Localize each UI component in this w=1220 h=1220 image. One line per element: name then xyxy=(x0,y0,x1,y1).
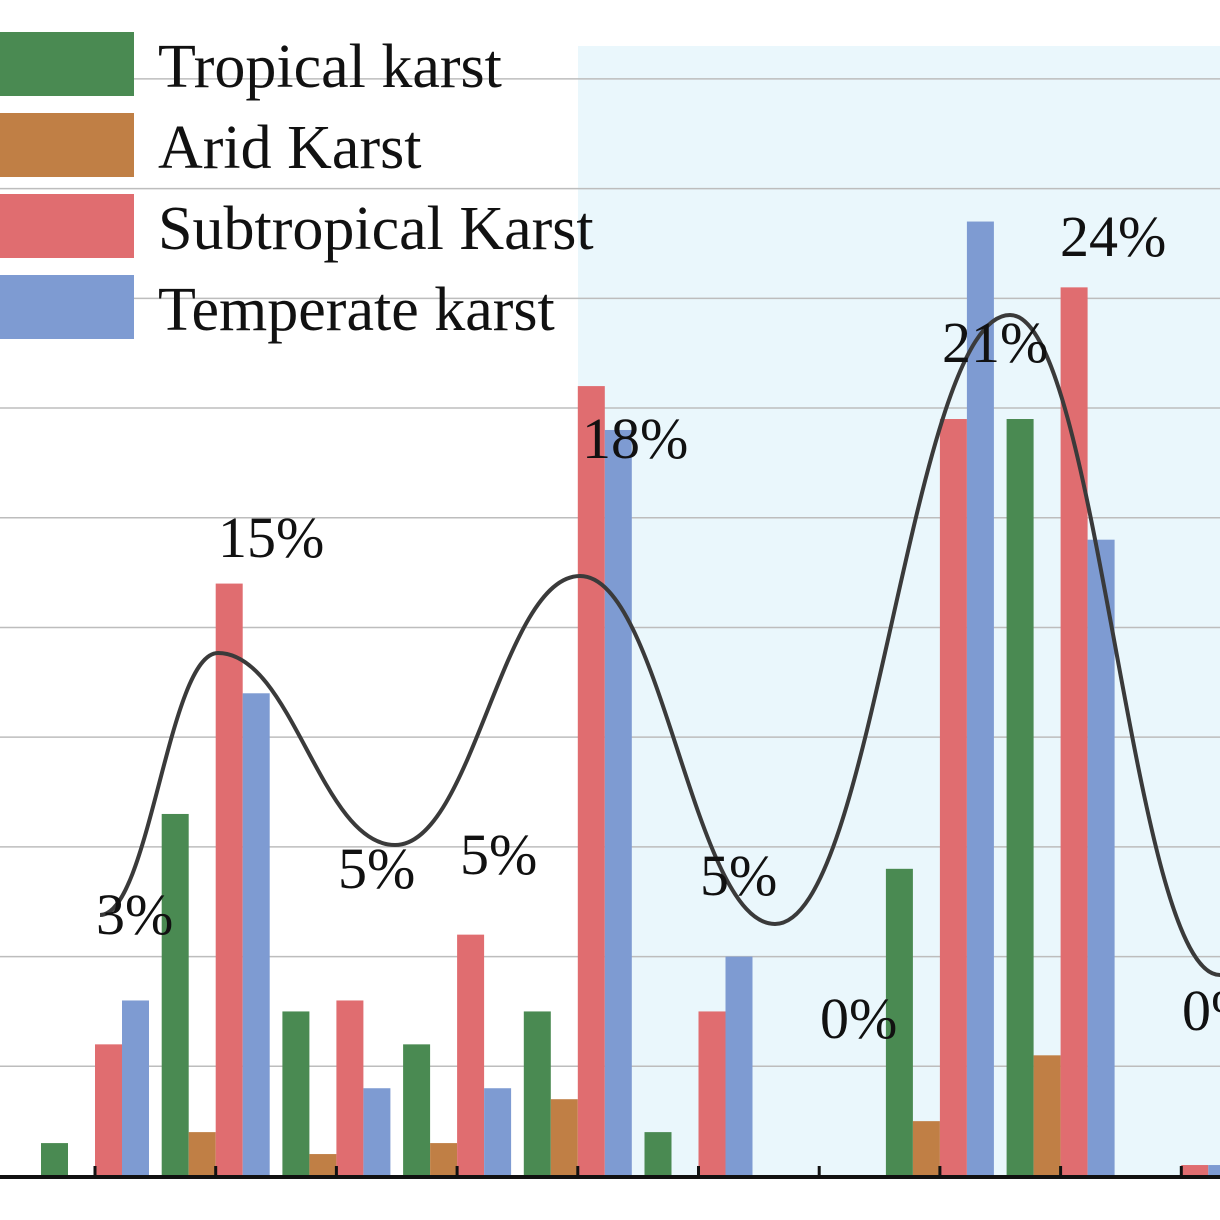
bar-tropical-9 xyxy=(1006,419,1034,1176)
legend-label-subtropical: Subtropical Karst xyxy=(158,195,594,263)
bar-temperate-1 xyxy=(122,1000,149,1176)
bar-temperate-10 xyxy=(1208,1165,1220,1176)
bar-tropical-3 xyxy=(282,1011,310,1176)
bar-arid-8 xyxy=(912,1121,940,1176)
bar-temperate-8 xyxy=(966,221,994,1176)
bar-arid-3 xyxy=(309,1154,337,1176)
bar-tropical-5 xyxy=(523,1011,551,1176)
bar-temperate-9 xyxy=(1087,539,1115,1176)
bar-subtropical-2 xyxy=(215,583,243,1176)
trend-label-10: 0% xyxy=(1182,978,1220,1043)
trend-label-6: 5% xyxy=(700,843,777,908)
legend-swatch-arid xyxy=(0,113,134,177)
bar-subtropical-1 xyxy=(95,1044,122,1176)
legend-swatch-subtropical xyxy=(0,194,134,258)
bar-tropical-1 xyxy=(41,1143,68,1176)
legend-label-temperate: Temperate karst xyxy=(158,276,555,344)
bar-subtropical-8 xyxy=(939,419,967,1176)
legend-swatch-tropical xyxy=(0,32,134,96)
trend-labels: 3% 15% 5% 5% 18% 5% 0% 21% 24% 0% xyxy=(96,204,1220,1051)
legend-label-arid: Arid Karst xyxy=(158,114,421,182)
bar-tropical-6 xyxy=(644,1132,672,1176)
trend-label-5: 18% xyxy=(582,406,688,471)
bar-temperate-4 xyxy=(484,1088,512,1176)
trend-label-8: 21% xyxy=(942,310,1048,375)
trend-label-1: 3% xyxy=(96,882,173,947)
bar-subtropical-9 xyxy=(1060,287,1088,1176)
legend-swatch-temperate xyxy=(0,275,134,339)
trend-label-4: 5% xyxy=(460,822,537,887)
bar-tropical-4 xyxy=(403,1044,431,1176)
bar-temperate-2 xyxy=(242,693,270,1176)
bar-temperate-5 xyxy=(604,429,632,1176)
bar-temperate-3 xyxy=(363,1088,391,1176)
bar-subtropical-6 xyxy=(698,1011,726,1176)
bar-arid-5 xyxy=(550,1099,578,1176)
trend-label-2: 15% xyxy=(218,505,324,570)
bar-arid-4 xyxy=(430,1143,458,1176)
bar-subtropical-10 xyxy=(1181,1165,1209,1176)
bar-tropical-8 xyxy=(885,868,913,1176)
bar-tropical-2 xyxy=(161,813,189,1176)
bar-subtropical-5 xyxy=(577,386,605,1177)
x-axis xyxy=(0,1166,1220,1179)
bar-subtropical-4 xyxy=(457,934,485,1176)
bar-arid-9 xyxy=(1033,1055,1061,1176)
trend-label-9: 24% xyxy=(1060,204,1166,269)
legend: Tropical karst Arid Karst Subtropical Ka… xyxy=(0,32,594,344)
bar-temperate-6 xyxy=(725,956,753,1176)
trend-curve xyxy=(99,312,1220,977)
bars xyxy=(41,221,1220,1177)
bar-subtropical-3 xyxy=(336,1000,364,1176)
trend-label-7: 0% xyxy=(820,986,897,1051)
trend-label-3: 5% xyxy=(338,836,415,901)
legend-label-tropical: Tropical karst xyxy=(158,33,502,101)
bar-arid-2 xyxy=(188,1132,216,1176)
